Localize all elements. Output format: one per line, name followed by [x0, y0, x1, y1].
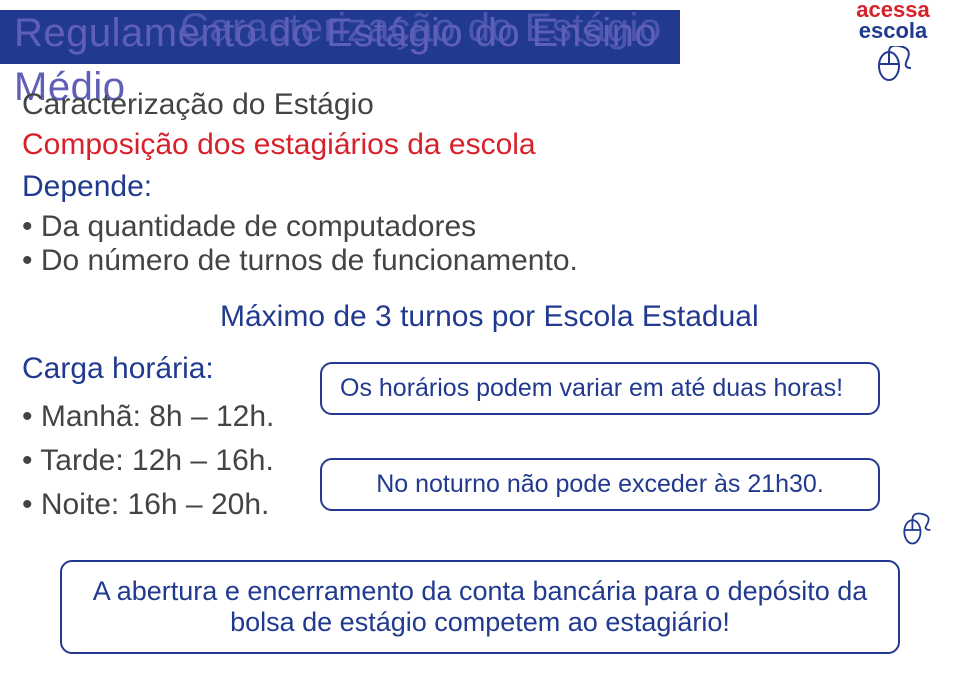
callout-box-bancaria: A abertura e encerramento da conta bancá… — [60, 560, 900, 654]
depende-label: Depende: — [22, 170, 152, 204]
list-item: Tarde: 12h – 16h. — [22, 439, 274, 483]
max-turnos-line: Máximo de 3 turnos por Escola Estadual — [220, 300, 759, 334]
list-item: Noite: 16h – 20h. — [22, 483, 274, 527]
logo-line-2: escola — [838, 20, 948, 42]
logo-line-1: acessa — [838, 0, 948, 20]
carga-horaria-label: Carga horária: — [22, 352, 214, 386]
mouse-icon — [873, 46, 913, 86]
list-item: Da quantidade de computadores — [22, 210, 578, 244]
program-logo: acessa escola — [838, 0, 948, 91]
section-heading: Caracterização do Estágio — [22, 88, 374, 122]
callout-box-noturno: No noturno não pode exceder às 21h30. — [320, 458, 880, 511]
carga-bullet-list: Manhã: 8h – 12h. Tarde: 12h – 16h. Noite… — [22, 395, 274, 527]
depende-bullet-list: Da quantidade de computadores Do número … — [22, 210, 578, 278]
callout-box-horarios: Os horários podem variar em até duas hor… — [320, 362, 880, 415]
mouse-icon — [898, 512, 934, 548]
list-item: Do número de turnos de funcionamento. — [22, 244, 578, 278]
subheading-red: Composição dos estagiários da escola — [22, 128, 536, 162]
list-item: Manhã: 8h – 12h. — [22, 395, 274, 439]
